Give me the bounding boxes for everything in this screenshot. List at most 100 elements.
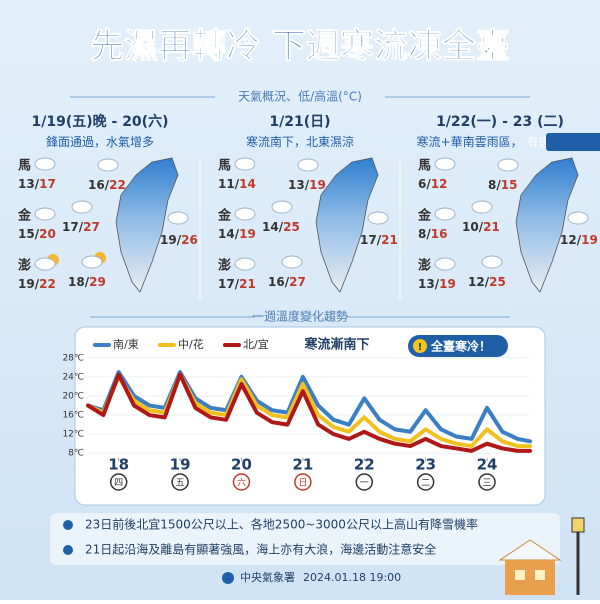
island-name: 馬 <box>18 159 31 174</box>
cloud-icon <box>271 200 293 214</box>
high-temp: 17 <box>39 177 56 191</box>
chart-panel <box>74 326 546 506</box>
low-temp: 17 <box>62 220 79 234</box>
panel-date: 1/21(日) <box>269 114 330 130</box>
weekday-label: 一 <box>360 479 369 489</box>
high-temp: 20 <box>39 227 56 241</box>
cloud-icon <box>167 211 189 225</box>
high-temp: 14 <box>239 177 256 191</box>
weekday-label: 四 <box>114 479 123 489</box>
subtitle: 天氣概況、低/高溫(°C) <box>238 89 362 104</box>
high-temp: 19 <box>439 277 456 291</box>
temperature: 16/22 <box>88 178 126 192</box>
y-tick-label: 24℃ <box>62 372 84 382</box>
cloud-icon <box>281 255 303 269</box>
badge-box <box>408 335 508 357</box>
notes: 23日前後北宜1500公尺以上、各地2500~3000公尺以上高山有降雪機率 21… <box>63 517 478 557</box>
temperature: 13/19 <box>418 277 456 291</box>
island-name: 金 <box>417 208 432 224</box>
chart: 8℃ 12℃ 16℃ 20℃ 24℃ 28℃ 18 四 19 五 20 六 21 日 22 一 23 二 24 三 南/… <box>62 335 532 491</box>
separator: / <box>79 220 84 234</box>
high-temp: 22 <box>39 277 56 291</box>
high-temp: 21 <box>239 277 256 291</box>
agency-logo <box>222 572 234 584</box>
high-temp: 27 <box>289 275 306 289</box>
weekday-label: 五 <box>176 479 185 489</box>
high-temp: 21 <box>483 220 500 234</box>
low-temp: 13 <box>418 277 435 291</box>
temperature: 17/27 <box>62 220 100 234</box>
island-name: 馬 <box>218 159 231 174</box>
taiwan-map <box>315 157 379 293</box>
high-temp: 22 <box>109 178 126 192</box>
cloud-icon <box>234 257 256 271</box>
low-temp: 8 <box>418 227 426 241</box>
y-tick-label: 28℃ <box>62 353 84 363</box>
island-name: 馬 <box>418 159 431 174</box>
note: 21日起沿海及離島有顯著強風，海上亦有大浪，海邊活動注意安全 <box>85 542 436 557</box>
high-temp: 12 <box>431 177 448 191</box>
separator: / <box>426 177 431 191</box>
cloud-icon <box>434 207 456 221</box>
weekday-circle <box>478 473 496 491</box>
temperature: 15/20 <box>18 227 56 241</box>
separator: / <box>105 178 110 192</box>
description: 鋒面通過，水氣增多 <box>46 134 154 149</box>
high-temp: 25 <box>489 275 506 289</box>
low-temp: 13 <box>18 177 35 191</box>
cloud-icon <box>34 257 56 271</box>
low-temp: 11 <box>218 177 235 191</box>
temperature: 16/27 <box>268 275 306 289</box>
weekday-label: 三 <box>483 479 492 489</box>
separator: / <box>35 227 40 241</box>
cloud-icon <box>297 158 319 172</box>
separator: / <box>85 275 90 289</box>
series-line <box>86 372 532 449</box>
y-tick-label: 12℃ <box>62 430 84 440</box>
separator: / <box>279 220 284 234</box>
badge-icon <box>413 339 427 353</box>
high-temp: 16 <box>431 227 448 241</box>
low-temp: 12 <box>468 275 485 289</box>
weekday-circle <box>416 473 435 491</box>
cloud-icon <box>497 158 519 172</box>
island-name: 澎 <box>18 258 31 274</box>
low-temp: 19 <box>160 233 177 247</box>
forecast-panel: 1/22(一) - 23 (二)寒流+華南雲雨區，有感轉冷!馬6/12金8/16… <box>417 114 600 293</box>
separator: / <box>479 220 484 234</box>
description: 寒流南下，北東濕涼 <box>246 134 354 149</box>
high-temp: 26 <box>181 233 198 247</box>
y-tick-label: 8℃ <box>68 449 84 459</box>
separator: / <box>177 233 182 247</box>
note: 23日前後北宜1500公尺以上、各地2500~3000公尺以上高山有降雪機率 <box>85 517 478 532</box>
title: 先濕再轉冷 下週寒流凍全臺 <box>90 27 510 67</box>
low-temp: 14 <box>262 220 279 234</box>
temperature: 19/22 <box>18 277 56 291</box>
cloud-icon <box>471 200 493 214</box>
temperature: 19/26 <box>160 233 198 247</box>
cloud-icon <box>567 211 589 225</box>
weekday-circle <box>171 473 189 491</box>
notes-panel <box>50 513 560 565</box>
cloud-icon <box>434 257 456 271</box>
cloud-icon <box>97 158 119 172</box>
panels: 1/19(五)晚 - 20(六)鋒面通過，水氣增多馬13/17金15/20澎19… <box>17 113 600 293</box>
house-illustration <box>498 517 585 595</box>
high-temp: 19 <box>581 233 598 247</box>
temperature: 13/17 <box>18 177 56 191</box>
legend-label: 北/宜 <box>243 337 269 351</box>
taiwan-map <box>115 157 179 293</box>
chart-title: 寒流漸南下 <box>303 337 369 353</box>
separator: / <box>496 178 501 192</box>
weekday-label: 二 <box>421 479 430 489</box>
badge-label: 全臺寒冷！ <box>430 339 491 354</box>
datetime: 2024.01.18 19:00 <box>303 571 401 584</box>
panel-date: 1/19(五)晚 - 20(六) <box>32 113 169 130</box>
low-temp: 17 <box>218 277 235 291</box>
low-temp: 16 <box>268 275 285 289</box>
note-icon <box>63 545 73 555</box>
low-temp: 6 <box>418 177 426 191</box>
cloud-icon <box>71 200 93 214</box>
separator: / <box>235 277 240 291</box>
